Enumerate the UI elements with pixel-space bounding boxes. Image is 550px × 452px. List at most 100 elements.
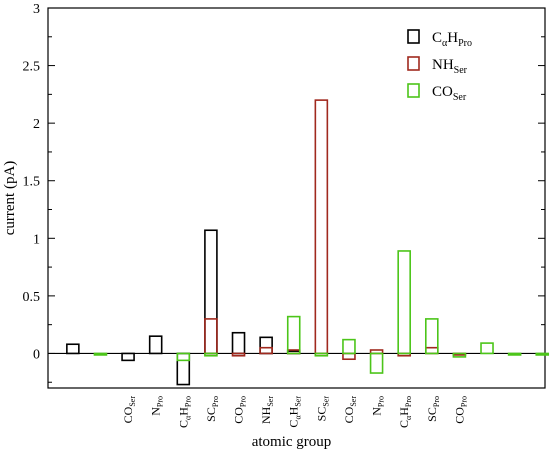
- x-axis-category-labels: COSerNProCαHProSCProCOProNHSerCαHSerSCSe…: [121, 396, 468, 428]
- x-category-inner: H: [397, 407, 411, 416]
- x-category-main: CO: [342, 406, 356, 423]
- legend-sub: α: [442, 38, 448, 49]
- bar-0-6: [231, 331, 246, 355]
- x-category-label: COSer: [121, 396, 137, 424]
- legend-sub: Ser: [453, 92, 467, 103]
- bar-2-12: [397, 250, 411, 355]
- x-category-sub: α: [294, 415, 303, 420]
- x-category-label: CαHSer: [287, 396, 303, 428]
- bar-1-5: [204, 318, 218, 355]
- x-category-sub: Ser: [266, 396, 275, 407]
- x-category-label: SCPro: [425, 396, 441, 422]
- bar-1-9: [314, 99, 329, 355]
- legend-main: NH: [432, 57, 454, 73]
- x-category-sub: Pro: [211, 396, 220, 407]
- x-category-label: COPro: [232, 396, 248, 424]
- x-category-inner: H: [287, 406, 301, 415]
- x-category-main: C: [397, 420, 411, 428]
- bar-2-10: [342, 338, 356, 355]
- x-category-main: CO: [121, 406, 135, 423]
- bar-2-17: [535, 352, 550, 356]
- x-category-label: COSer: [342, 396, 358, 424]
- bar-0-4: [176, 352, 191, 386]
- x-category-main: CO: [452, 407, 466, 424]
- y-tick-label: 0.5: [23, 290, 41, 305]
- legend-label-0: CαHPro: [432, 30, 472, 49]
- x-category-sub: Ser: [128, 396, 137, 407]
- x-category-main: NH: [259, 406, 273, 424]
- legend-mid: H: [447, 30, 458, 46]
- x-category-sub2: Pro: [404, 396, 413, 407]
- bar-2-16: [507, 352, 522, 356]
- legend-main: C: [432, 30, 442, 46]
- plot-frame: [47, 7, 546, 389]
- bar-0-3: [148, 335, 163, 355]
- x-category-label: COPro: [452, 396, 468, 424]
- bar-2-15: [480, 342, 494, 355]
- y-tick-label: 1: [33, 232, 40, 247]
- x-category-sub: α: [183, 415, 192, 420]
- x-category-sub: Ser: [349, 396, 358, 407]
- x-category-main: CO: [232, 407, 246, 424]
- y-tick-label: 1.5: [23, 175, 41, 190]
- x-category-sub: Pro: [377, 396, 386, 407]
- bar-1-7: [259, 346, 273, 355]
- legend-label-2: COSer: [432, 84, 467, 103]
- bars: [66, 99, 550, 386]
- bar-0-0: [66, 343, 80, 355]
- x-category-label: CαHPro: [397, 396, 413, 428]
- legend-swatch-0: [407, 29, 420, 44]
- bar-0-5: [204, 229, 218, 355]
- x-category-main: C: [287, 420, 301, 428]
- bar-2-4: [176, 352, 191, 362]
- x-category-label: CαHPro: [176, 396, 192, 428]
- x-category-main: C: [176, 420, 190, 428]
- bar-2-8: [286, 315, 301, 355]
- bar-2-5: [204, 352, 218, 357]
- bar-2-11: [369, 352, 384, 374]
- bar-0-7: [259, 336, 273, 355]
- bar-1-6: [231, 352, 246, 357]
- x-category-label: NPro: [149, 396, 165, 416]
- legend-sub: Ser: [454, 65, 468, 76]
- y-tick-label: 3: [33, 2, 40, 17]
- x-category-label: SCSer: [314, 396, 330, 422]
- x-category-main: N: [149, 407, 163, 416]
- x-category-sub: Ser: [321, 396, 330, 407]
- legend-sub2: Pro: [458, 38, 472, 49]
- x-axis-title: atomic group: [252, 434, 332, 450]
- x-category-sub: α: [404, 415, 413, 420]
- x-category-label: SCPro: [204, 396, 220, 422]
- x-category-sub: Pro: [432, 396, 441, 407]
- plot-border: [47, 7, 546, 389]
- bar-2-1: [93, 352, 108, 356]
- x-category-main: SC: [425, 407, 439, 422]
- x-category-sub2: Ser: [294, 396, 303, 407]
- x-category-inner: H: [176, 407, 190, 416]
- bar-1-10: [342, 352, 356, 361]
- x-category-main: SC: [204, 407, 218, 422]
- y-axis: 0 0.5 1 1.5 2 2.5 3: [23, 2, 545, 383]
- bar-0-2: [121, 352, 135, 362]
- y-tick-label: 2: [33, 117, 40, 132]
- y-tick-label: 0: [33, 347, 40, 362]
- bar-2-14: [452, 352, 467, 358]
- legend-main: CO: [432, 84, 453, 100]
- x-category-sub: Pro: [156, 396, 165, 407]
- bar-2-13: [424, 318, 439, 355]
- bar-2-9: [314, 352, 329, 357]
- legend-swatch-2: [407, 83, 420, 98]
- bar-1-13: [424, 346, 439, 355]
- x-category-main: SC: [314, 407, 328, 422]
- x-category-sub: Pro: [239, 396, 248, 407]
- x-category-main: N: [370, 407, 384, 416]
- legend-swatch-1: [407, 56, 420, 71]
- x-category-sub2: Pro: [183, 396, 192, 407]
- x-category-label: NPro: [370, 396, 386, 416]
- x-category-label: NHSer: [259, 396, 275, 424]
- x-category-sub: Pro: [459, 396, 468, 407]
- legend-label-1: NHSer: [432, 57, 468, 76]
